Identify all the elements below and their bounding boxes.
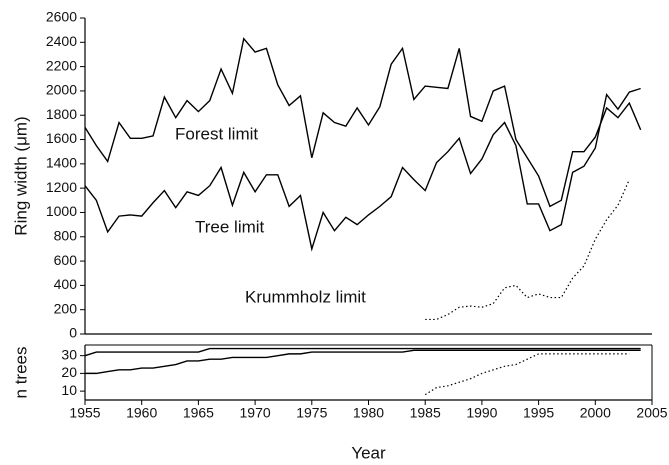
y-tick-label: 20	[61, 364, 77, 380]
series-label: Krummholz limit	[245, 287, 366, 306]
y-tick-label: 2200	[46, 57, 77, 73]
y-tick-label: 10	[61, 382, 77, 398]
y-tick-label: 2400	[46, 33, 77, 49]
x-tick-label: 1990	[466, 405, 497, 421]
data-line	[84, 37, 642, 208]
y-tick-label: 30	[61, 346, 77, 362]
y-tick-label: 200	[54, 300, 78, 316]
x-tick-label: 1995	[523, 405, 554, 421]
data-line	[84, 87, 641, 252]
y-tick-label: 1600	[46, 130, 77, 146]
x-tick-label: 2005	[636, 405, 667, 421]
data-line	[85, 349, 641, 375]
y-tick-label: 1400	[46, 155, 77, 171]
y-tick-label: 1000	[46, 203, 77, 219]
x-tick-label: 1985	[410, 405, 441, 421]
x-tick-label: 1965	[183, 405, 214, 421]
x-tick-label: 1960	[126, 405, 157, 421]
data-line	[425, 179, 630, 321]
y-tick-label: 1200	[46, 179, 77, 195]
series-label: Forest limit	[175, 124, 258, 143]
y-tick-label: 1800	[46, 106, 77, 122]
x-tick-label: 1975	[296, 405, 327, 421]
y-axis-label: n trees	[11, 347, 30, 399]
y-tick-label: 800	[54, 227, 78, 243]
data-line	[424, 353, 630, 396]
x-tick-label: 1955	[69, 405, 100, 421]
x-tick-label: 1980	[353, 405, 384, 421]
y-tick-label: 2000	[46, 82, 77, 98]
x-axis-label: Year	[351, 443, 386, 462]
y-axis-label: Ring width (μm)	[11, 116, 30, 235]
x-tick-label: 1970	[240, 405, 271, 421]
y-tick-label: 2600	[46, 9, 77, 25]
y-tick-label: 400	[54, 276, 78, 292]
series-label: Tree limit	[195, 217, 265, 236]
y-tick-label: 0	[69, 325, 77, 341]
y-tick-label: 600	[54, 252, 78, 268]
x-tick-label: 2000	[580, 405, 611, 421]
data-line	[84, 347, 641, 357]
